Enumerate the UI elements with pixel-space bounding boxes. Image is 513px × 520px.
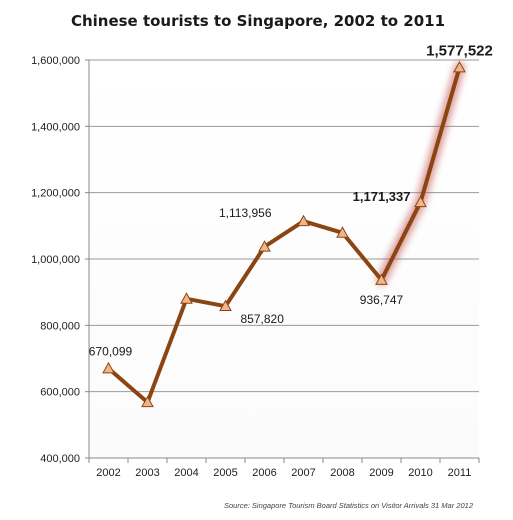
x-tick-label: 2007 <box>291 467 315 479</box>
chart-source-note: Source: Singapore Tourism Board Statisti… <box>224 501 474 510</box>
x-tick-label: 2003 <box>135 467 159 479</box>
plot-area: 400,000 600,000 800,000 1,000,000 1,200,000 1… <box>31 42 493 479</box>
data-label: 857,820 <box>241 312 285 326</box>
data-point-marker <box>375 273 388 285</box>
series-line <box>106 65 462 405</box>
data-label: 1,171,337 <box>353 189 411 204</box>
data-point-marker <box>180 292 193 304</box>
x-tick-label: 2005 <box>213 467 237 479</box>
data-point-marker <box>453 60 466 73</box>
x-tick-label: 2008 <box>330 467 354 479</box>
y-tick-label: 1,600,000 <box>31 55 80 67</box>
data-point-marker <box>297 214 310 227</box>
x-tick-label: 2006 <box>252 467 276 479</box>
x-tick-label: 2009 <box>369 467 393 479</box>
data-point-marker <box>336 226 349 238</box>
data-point-marker <box>414 195 427 208</box>
x-tick-label: 2002 <box>96 467 120 479</box>
data-point-marker <box>219 299 232 312</box>
data-point-marker <box>102 361 115 374</box>
y-tick-label: 400,000 <box>40 453 80 465</box>
data-label: 1,577,522 <box>426 42 493 59</box>
y-tick-label: 600,000 <box>40 387 80 399</box>
y-tick-label: 1,200,000 <box>31 188 80 200</box>
data-point-marker <box>258 240 271 252</box>
data-label: 936,747 <box>360 293 404 307</box>
y-tick-label: 1,400,000 <box>31 121 80 133</box>
data-label: 1,113,956 <box>219 206 272 220</box>
y-tick-label: 1,000,000 <box>31 254 80 266</box>
chart-title: Chinese tourists to Singapore, 2002 to 2… <box>71 12 445 30</box>
x-tick-label: 2010 <box>408 467 432 479</box>
x-tick-label: 2011 <box>448 467 472 479</box>
data-label: 670,099 <box>89 344 133 358</box>
x-tick-label: 2004 <box>174 467 198 479</box>
data-point-marker <box>141 395 154 408</box>
y-tick-label: 800,000 <box>40 320 80 332</box>
